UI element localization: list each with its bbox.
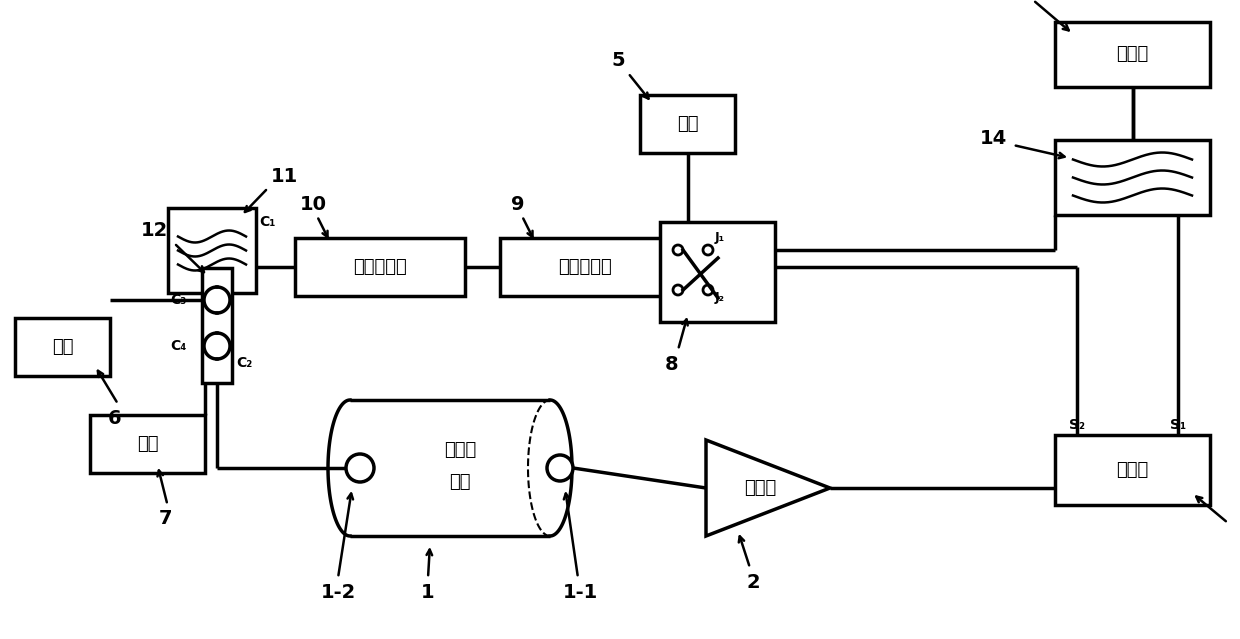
Text: S₁: S₁: [1169, 418, 1187, 432]
Bar: [660, 222, 775, 322]
Circle shape: [673, 245, 683, 255]
Bar: [1055, 22, 1210, 87]
Text: 低噪放: 低噪放: [744, 479, 776, 497]
Text: 8: 8: [665, 355, 678, 374]
Text: J₂: J₂: [715, 291, 725, 305]
Text: 5: 5: [611, 52, 625, 70]
Text: 9: 9: [511, 194, 525, 213]
Text: 负载: 负载: [677, 115, 698, 133]
Bar: [91, 415, 205, 473]
Circle shape: [703, 245, 713, 255]
Text: 14: 14: [980, 128, 1007, 148]
Bar: [1055, 140, 1210, 215]
Circle shape: [346, 454, 374, 482]
Text: J₁: J₁: [715, 231, 725, 245]
Text: C₄: C₄: [170, 339, 186, 353]
Text: 2: 2: [746, 573, 760, 592]
Text: 负载: 负载: [52, 338, 73, 356]
Text: 探针: 探针: [449, 473, 471, 491]
Circle shape: [673, 285, 683, 295]
Bar: [295, 238, 465, 296]
Text: 6: 6: [108, 408, 122, 427]
Circle shape: [703, 285, 713, 295]
Text: 1-2: 1-2: [320, 583, 356, 601]
Text: 负载: 负载: [136, 435, 159, 453]
Text: C₃: C₃: [170, 293, 186, 307]
Bar: [202, 268, 232, 383]
Text: 功分器: 功分器: [1116, 461, 1148, 479]
Text: C₂: C₂: [236, 356, 252, 370]
Text: 可调衰减器: 可调衰减器: [558, 258, 611, 276]
Circle shape: [547, 455, 573, 481]
Text: 频谱仪: 频谱仪: [1116, 45, 1148, 63]
Text: 1-1: 1-1: [563, 583, 598, 601]
Text: 肖特基: 肖特基: [444, 441, 476, 459]
Bar: [1055, 435, 1210, 505]
Bar: [500, 238, 670, 296]
Text: 12: 12: [140, 220, 167, 240]
Bar: [167, 208, 255, 293]
Polygon shape: [706, 440, 830, 536]
Text: 可调移相器: 可调移相器: [353, 258, 407, 276]
Text: 1: 1: [422, 583, 435, 601]
Text: 10: 10: [300, 194, 326, 213]
Text: S₂: S₂: [1069, 418, 1085, 432]
Text: C₁: C₁: [259, 215, 275, 229]
Bar: [15, 318, 110, 376]
Text: 7: 7: [159, 509, 172, 528]
Text: 11: 11: [270, 167, 298, 185]
Bar: [640, 95, 735, 153]
